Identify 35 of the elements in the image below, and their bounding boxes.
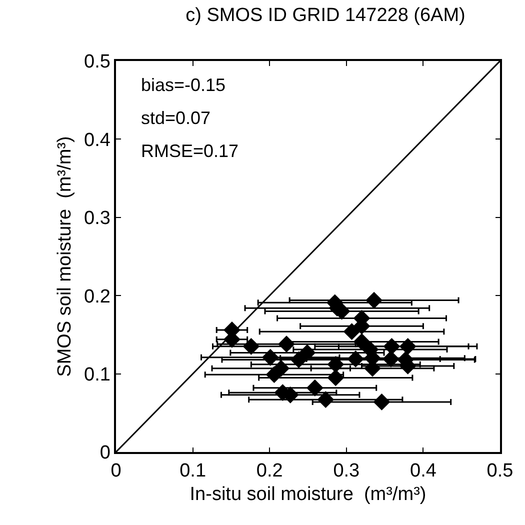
point — [278, 336, 295, 353]
y-tick-label: 0.1 — [84, 364, 110, 386]
point — [373, 394, 390, 410]
point — [266, 366, 283, 384]
point — [298, 344, 316, 362]
point — [242, 338, 260, 355]
y-axis-title: SMOS soil moisture (m³/m³) — [54, 136, 76, 377]
point — [327, 356, 344, 373]
y-tick-label: 0 — [100, 442, 110, 464]
x-tick-label: 0.4 — [410, 460, 437, 482]
point — [262, 348, 279, 366]
point — [383, 338, 400, 355]
point — [317, 391, 334, 408]
annotation: RMSE=0.17 — [141, 141, 239, 161]
y-tick-label: 0.5 — [84, 52, 110, 73]
point — [290, 351, 308, 368]
point — [343, 323, 360, 340]
point — [399, 338, 416, 355]
y-tick-label: 0.4 — [84, 130, 111, 151]
x-tick-label: 0.2 — [256, 460, 283, 482]
point — [306, 379, 324, 396]
y-tick-label: 0.3 — [84, 208, 110, 230]
x-axis-title: In-situ soil moisture (m³/m³) — [190, 484, 426, 505]
point — [366, 292, 382, 309]
x-tick-label: 0.1 — [180, 460, 206, 482]
point — [382, 350, 400, 368]
annotation: std=0.07 — [141, 108, 211, 128]
chart-title: c) SMOS ID GRID 147228 (6AM) — [186, 5, 466, 26]
point — [327, 369, 344, 386]
point — [353, 333, 370, 350]
x-tick-label: 0.5 — [486, 460, 514, 482]
y-tick-label: 0.2 — [84, 286, 110, 308]
point — [347, 350, 364, 368]
annotation: bias=-0.15 — [141, 75, 226, 95]
x-tick-label: 0.3 — [333, 460, 360, 482]
